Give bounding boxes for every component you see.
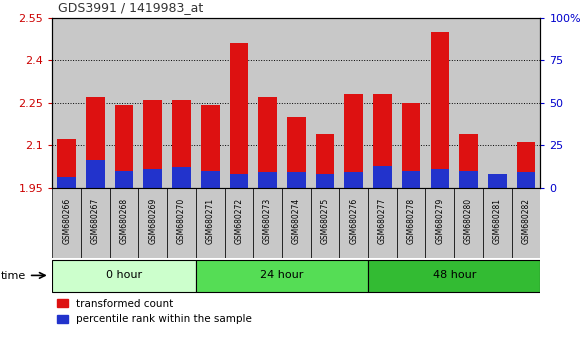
Text: GSM680281: GSM680281 <box>493 198 502 244</box>
Bar <box>282 18 311 188</box>
Text: GSM680269: GSM680269 <box>148 198 157 245</box>
Bar <box>58 139 76 188</box>
Bar <box>201 105 220 188</box>
Bar <box>229 174 248 188</box>
Bar <box>172 167 191 188</box>
Bar <box>138 188 167 258</box>
Text: GSM680279: GSM680279 <box>435 198 444 245</box>
Text: GSM680267: GSM680267 <box>91 198 100 245</box>
Text: 48 hour: 48 hour <box>432 270 476 280</box>
Bar <box>287 117 306 188</box>
Bar <box>345 94 363 188</box>
Text: GSM680270: GSM680270 <box>177 198 186 245</box>
Bar <box>144 100 162 188</box>
Text: GSM680278: GSM680278 <box>407 198 415 244</box>
Bar <box>339 188 368 258</box>
Bar <box>454 188 483 258</box>
Bar <box>488 174 507 188</box>
Bar <box>282 188 311 258</box>
Bar <box>368 260 540 292</box>
Bar <box>138 18 167 188</box>
Bar <box>368 18 397 188</box>
Text: GSM680274: GSM680274 <box>292 198 301 245</box>
Bar <box>114 171 134 188</box>
Bar <box>224 188 253 258</box>
Bar <box>368 188 397 258</box>
Bar <box>402 171 421 188</box>
Bar <box>52 260 196 292</box>
Bar <box>259 97 277 188</box>
Bar <box>287 172 306 188</box>
Bar <box>402 103 421 188</box>
Bar <box>253 18 282 188</box>
Text: GSM680272: GSM680272 <box>234 198 243 244</box>
Bar <box>459 171 478 188</box>
Text: GSM680276: GSM680276 <box>349 198 358 245</box>
Bar <box>52 188 81 258</box>
Text: GSM680268: GSM680268 <box>120 198 128 244</box>
Bar <box>512 188 540 258</box>
Bar <box>483 188 512 258</box>
Text: GSM680277: GSM680277 <box>378 198 387 245</box>
Bar <box>339 18 368 188</box>
Bar <box>397 188 425 258</box>
Bar <box>483 18 512 188</box>
Bar <box>259 172 277 188</box>
Bar <box>167 188 196 258</box>
Text: 0 hour: 0 hour <box>106 270 142 280</box>
Bar <box>144 169 162 188</box>
Bar <box>224 18 253 188</box>
Bar <box>517 142 535 188</box>
Bar <box>201 171 220 188</box>
Bar <box>373 94 392 188</box>
Bar <box>86 160 105 188</box>
Bar <box>172 100 191 188</box>
Bar <box>431 169 449 188</box>
Bar <box>512 18 540 188</box>
Bar <box>196 188 224 258</box>
Legend: transformed count, percentile rank within the sample: transformed count, percentile rank withi… <box>58 299 252 324</box>
Bar <box>425 18 454 188</box>
Bar <box>459 134 478 188</box>
Bar <box>114 105 134 188</box>
Bar <box>397 18 425 188</box>
Bar <box>315 134 334 188</box>
Bar <box>81 18 110 188</box>
Text: 24 hour: 24 hour <box>260 270 304 280</box>
Bar <box>425 188 454 258</box>
Bar <box>373 166 392 188</box>
Text: GSM680280: GSM680280 <box>464 198 473 244</box>
Bar <box>253 188 282 258</box>
Bar <box>196 18 224 188</box>
Bar <box>311 188 339 258</box>
Text: GSM680266: GSM680266 <box>62 198 71 245</box>
Text: GSM680273: GSM680273 <box>263 198 272 245</box>
Bar <box>517 172 535 188</box>
Bar <box>86 97 105 188</box>
Text: time: time <box>1 271 26 281</box>
Bar <box>58 177 76 188</box>
Text: GSM680271: GSM680271 <box>206 198 215 244</box>
Text: GSM680282: GSM680282 <box>522 198 530 244</box>
Bar <box>52 18 81 188</box>
Bar <box>110 18 138 188</box>
Bar <box>110 188 138 258</box>
Bar <box>315 174 334 188</box>
Bar <box>311 18 339 188</box>
Bar <box>196 260 368 292</box>
Bar <box>167 18 196 188</box>
Bar <box>229 43 248 188</box>
Bar <box>81 188 110 258</box>
Text: GSM680275: GSM680275 <box>321 198 329 245</box>
Bar <box>431 32 449 188</box>
Bar <box>454 18 483 188</box>
Text: GDS3991 / 1419983_at: GDS3991 / 1419983_at <box>58 1 203 14</box>
Bar <box>345 172 363 188</box>
